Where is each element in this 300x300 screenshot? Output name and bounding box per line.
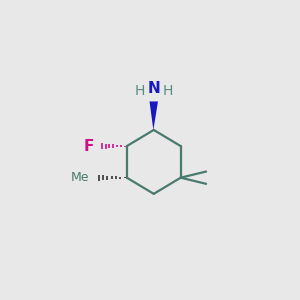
Text: H: H: [162, 84, 173, 98]
Polygon shape: [149, 101, 158, 130]
Text: Me: Me: [70, 171, 89, 184]
Text: F: F: [83, 139, 94, 154]
Text: H: H: [135, 84, 145, 98]
Text: N: N: [147, 81, 160, 96]
